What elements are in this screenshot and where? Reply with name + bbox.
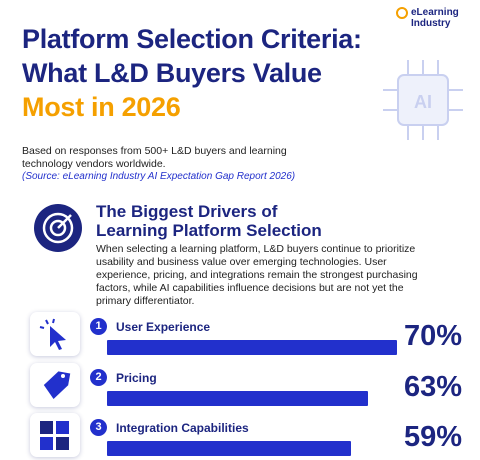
- icon-box: [30, 363, 80, 407]
- brand-logo: [396, 7, 408, 19]
- value-label: 59%: [404, 421, 463, 453]
- source: (Source: eLearning Industry AI Expectati…: [22, 171, 296, 182]
- icon-box: [30, 312, 80, 356]
- section-title: Learning Platform Selection: [96, 221, 322, 240]
- category-label: Pricing: [116, 370, 157, 385]
- category-label: User Experience: [116, 320, 211, 334]
- value-label: 70%: [404, 320, 463, 352]
- section-title: The Biggest Drivers of: [96, 202, 278, 221]
- title-line: Platform Selection Criteria:: [22, 24, 362, 54]
- title-line: Most in 2026: [22, 92, 181, 122]
- ai-chip: AI: [383, 60, 463, 140]
- bar: [107, 441, 352, 456]
- ai-badge: AI: [414, 92, 432, 112]
- rank-badge: 3: [90, 419, 107, 436]
- bar: [107, 390, 368, 406]
- value-label: 63%: [404, 370, 463, 403]
- subtitle: Based on responses from 500+ L&D buyers …: [22, 145, 287, 170]
- rank-badge: 1: [90, 318, 107, 335]
- brand: eLearning Industry: [411, 7, 459, 29]
- icon-box: [30, 413, 80, 457]
- rank-badge: 2: [90, 368, 107, 386]
- target-icon: [34, 204, 82, 252]
- bar: [107, 340, 397, 355]
- section-description: When selecting a learning platform, L&D …: [96, 243, 418, 307]
- category-label: Integration Capabilities: [116, 421, 249, 435]
- title-line: What L&D Buyers Value: [22, 58, 322, 88]
